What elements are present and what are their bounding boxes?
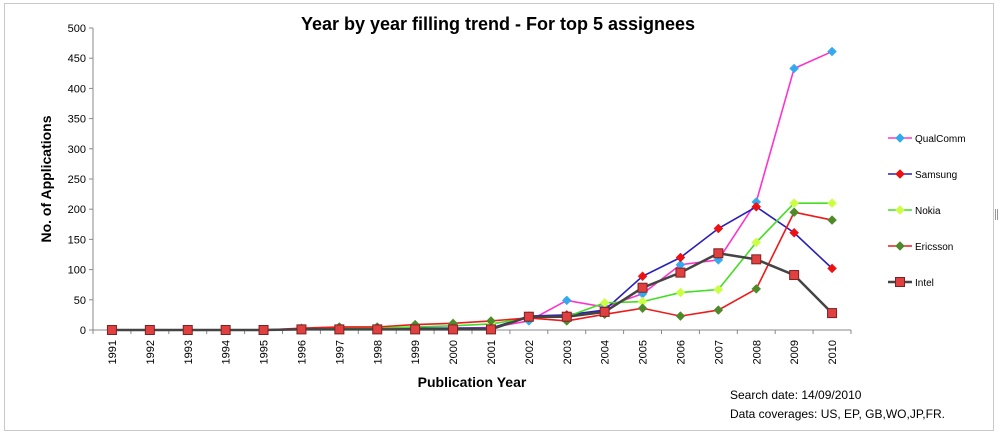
x-tick-label: 1991 [107, 340, 119, 364]
data-point-intel [448, 324, 459, 335]
data-point-intel [751, 254, 762, 265]
data-coverage-note: Data coverages: US, EP, GB,WO,JP,FR. [730, 407, 945, 421]
y-tick-label: 200 [68, 204, 86, 216]
legend-marker-intel [895, 277, 905, 287]
legend-marker-qualcomm [895, 133, 905, 143]
x-tick-label: 1997 [334, 340, 346, 364]
data-point-samsung [751, 201, 762, 212]
data-point-intel [182, 325, 193, 335]
y-tick-label: 0 [80, 325, 86, 337]
resize-handle[interactable] [995, 209, 998, 220]
x-tick-label: 1992 [145, 340, 157, 364]
x-tick-label: 2004 [600, 340, 612, 364]
x-tick-label: 2007 [713, 340, 725, 364]
y-tick-label: 400 [68, 83, 86, 95]
data-point-intel [827, 308, 838, 319]
data-point-ericsson [637, 303, 648, 314]
y-tick-label: 150 [68, 234, 86, 246]
x-tick-label: 2005 [638, 340, 650, 364]
x-tick-label: 1993 [183, 340, 195, 364]
search-date-note: Search date: 14/09/2010 [730, 388, 862, 402]
x-tick-label: 2010 [827, 340, 839, 364]
y-tick-label: 300 [68, 144, 86, 156]
y-tick-label: 500 [68, 23, 86, 35]
data-point-ericsson [751, 284, 762, 294]
legend-marker-samsung [895, 169, 905, 179]
data-point-ericsson [827, 215, 837, 225]
series-line-nokia [111, 202, 833, 331]
legend-label-intel: Intel [915, 278, 934, 289]
data-point-intel [789, 270, 800, 281]
data-point-intel [485, 324, 496, 335]
data-point-nokia [713, 284, 724, 295]
data-point-nokia [827, 198, 837, 209]
data-point-qualcomm [827, 46, 837, 57]
data-point-nokia [751, 237, 762, 248]
x-tick-label: 2003 [562, 340, 574, 364]
data-point-intel [637, 282, 648, 293]
y-tick-label: 100 [68, 265, 86, 277]
chart-area: Year by year filling trend - For top 5 a… [4, 3, 994, 431]
legend-label-samsung: Samsung [915, 170, 957, 181]
x-tick-label: 1995 [259, 340, 271, 364]
data-point-samsung [637, 271, 648, 282]
data-point-samsung [827, 263, 837, 274]
x-tick-label: 2008 [751, 340, 763, 364]
y-tick-label: 250 [68, 174, 86, 186]
x-tick-label: 2000 [448, 340, 460, 364]
data-point-intel [713, 248, 724, 259]
x-tick-label: 1998 [372, 340, 384, 364]
legend-label-qualcomm: QualComm [915, 134, 966, 145]
series-line-ericsson [111, 211, 833, 331]
data-point-intel [675, 267, 686, 278]
series-line-intel [111, 251, 833, 332]
data-point-intel [599, 306, 610, 317]
data-point-intel [144, 325, 155, 335]
y-tick-label: 450 [68, 53, 86, 65]
data-point-intel [334, 324, 345, 335]
y-axis-label: No. of Applications [38, 115, 54, 242]
y-tick-label: 350 [68, 114, 86, 126]
series-line-qualcomm [111, 50, 833, 331]
data-point-ericsson [675, 311, 686, 321]
data-point-qualcomm [789, 63, 800, 74]
legend-label-nokia: Nokia [915, 206, 941, 217]
legend-label-ericsson: Ericsson [915, 242, 953, 253]
data-point-intel [372, 324, 383, 335]
data-point-samsung [789, 227, 800, 238]
x-tick-label: 2002 [524, 340, 536, 364]
data-point-intel [410, 324, 421, 335]
x-tick-label: 1996 [296, 340, 308, 364]
data-point-ericsson [789, 207, 800, 218]
data-point-intel [258, 325, 269, 335]
x-tick-label: 1999 [410, 340, 422, 364]
chart-title: Year by year filling trend - For top 5 a… [301, 14, 695, 34]
data-point-ericsson [713, 305, 724, 315]
line-chart: Year by year filling trend - For top 5 a… [38, 14, 966, 390]
data-point-samsung [675, 252, 686, 263]
legend-marker-ericsson [895, 241, 905, 251]
data-point-intel [296, 324, 307, 335]
data-point-intel [106, 325, 117, 335]
legend-marker-nokia [895, 205, 905, 215]
x-tick-label: 1994 [221, 340, 233, 364]
x-tick-label: 2001 [486, 340, 498, 364]
series-line-samsung [111, 205, 833, 331]
data-point-qualcomm [561, 295, 572, 306]
x-tick-label: 2009 [789, 340, 801, 364]
data-point-intel [561, 311, 572, 322]
data-point-intel [220, 325, 231, 335]
x-axis-label: Publication Year [418, 374, 527, 390]
data-point-intel [523, 311, 534, 322]
x-tick-label: 2006 [675, 340, 687, 364]
data-point-nokia [675, 287, 686, 298]
y-tick-label: 50 [74, 295, 86, 307]
data-point-samsung [713, 223, 724, 234]
